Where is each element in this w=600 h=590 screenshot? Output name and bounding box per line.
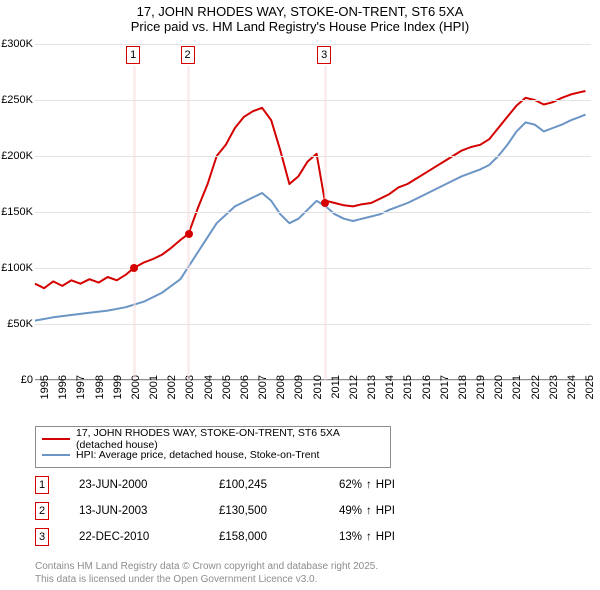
gridline	[35, 212, 591, 213]
event-suffix: HPI	[376, 505, 395, 517]
up-arrow-icon: 62%	[339, 479, 376, 491]
event-marker: 3	[35, 528, 49, 546]
x-tick-label: 2025	[584, 375, 596, 399]
x-tick-label: 2008	[275, 375, 287, 399]
y-tick-label: £150K	[0, 206, 33, 218]
legend-label: HPI: Average price, detached house, Stok…	[76, 449, 319, 461]
x-tick-label: 2013	[366, 375, 378, 399]
legend-swatch	[42, 454, 70, 456]
x-tick-label: 2011	[330, 375, 342, 399]
event-price: £130,500	[219, 505, 339, 517]
event-marker: 1	[35, 476, 49, 494]
event-pct: 13%HPI	[339, 531, 459, 543]
plot-area: £0£50K£100K£150K£200K£250K£300K199519961…	[35, 44, 591, 380]
x-tick-label: 2019	[475, 375, 487, 399]
x-tick-label: 1999	[112, 375, 124, 399]
marker-box: 3	[317, 46, 331, 64]
x-tick-label: 2001	[148, 375, 160, 399]
gridline	[35, 44, 591, 45]
event-date: 13-JUN-2003	[79, 505, 219, 517]
legend-label: 17, JOHN RHODES WAY, STOKE-ON-TRENT, ST6…	[76, 427, 384, 451]
x-tick-label: 2022	[530, 375, 542, 399]
event-price: £100,245	[219, 479, 339, 491]
event-date: 23-JUN-2000	[79, 479, 219, 491]
x-tick-label: 2006	[239, 375, 251, 399]
x-tick-label: 2009	[293, 375, 305, 399]
y-tick-label: £250K	[0, 94, 33, 106]
title-address: 17, JOHN RHODES WAY, STOKE-ON-TRENT, ST6…	[0, 4, 600, 19]
footer: Contains HM Land Registry data © Crown c…	[35, 561, 378, 586]
x-tick-label: 2016	[421, 375, 433, 399]
footer-line-1: Contains HM Land Registry data © Crown c…	[35, 561, 378, 574]
x-tick-label: 2015	[402, 375, 414, 399]
x-tick-label: 1995	[39, 375, 51, 399]
title-subtitle: Price paid vs. HM Land Registry's House …	[0, 19, 600, 34]
y-tick-label: £50K	[0, 318, 33, 330]
legend-swatch	[42, 438, 70, 440]
x-tick-label: 2023	[548, 375, 560, 399]
event-suffix: HPI	[376, 479, 395, 491]
up-arrow-icon: 49%	[339, 505, 376, 517]
x-tick-label: 2007	[257, 375, 269, 399]
x-tick-label: 2010	[312, 375, 324, 399]
chart-container: 17, JOHN RHODES WAY, STOKE-ON-TRENT, ST6…	[0, 0, 600, 590]
marker-box: 1	[126, 46, 140, 64]
gridline	[35, 100, 591, 101]
event-price: £158,000	[219, 531, 339, 543]
x-tick-label: 2012	[348, 375, 360, 399]
event-pct: 62%HPI	[339, 479, 459, 491]
marker-dot	[185, 230, 193, 238]
marker-band	[187, 66, 190, 380]
marker-dot	[130, 264, 138, 272]
x-tick-label: 1997	[75, 375, 87, 399]
x-tick-label: 2002	[166, 375, 178, 399]
event-pct: 49%HPI	[339, 505, 459, 517]
footer-line-2: This data is licensed under the Open Gov…	[35, 574, 378, 587]
x-tick-label: 2004	[203, 375, 215, 399]
x-tick-label: 2017	[439, 375, 451, 399]
x-tick-label: 2000	[130, 375, 142, 399]
up-arrow-icon: 13%	[339, 531, 376, 543]
gridline	[35, 156, 591, 157]
gridline	[35, 268, 591, 269]
event-date: 22-DEC-2010	[79, 531, 219, 543]
y-tick-label: £0	[0, 374, 33, 386]
series-line	[35, 115, 586, 321]
marker-band	[324, 66, 327, 380]
event-row: 2 13-JUN-2003£130,50049%HPI	[35, 498, 565, 524]
marker-box: 2	[181, 46, 195, 64]
marker-dot	[321, 199, 329, 207]
y-tick-label: £200K	[0, 150, 33, 162]
x-tick-label: 2005	[221, 375, 233, 399]
events-table: 123-JUN-2000£100,24562%HPI213-JUN-2003£1…	[35, 472, 565, 550]
event-marker: 2	[35, 502, 49, 520]
event-suffix: HPI	[376, 531, 395, 543]
x-tick-label: 2018	[457, 375, 469, 399]
y-tick-label: £100K	[0, 262, 33, 274]
y-tick-label: £300K	[0, 38, 33, 50]
title-block: 17, JOHN RHODES WAY, STOKE-ON-TRENT, ST6…	[0, 0, 600, 34]
event-row: 3 22-DEC-2010£158,00013%HPI	[35, 524, 565, 550]
x-tick-label: 2024	[566, 375, 578, 399]
legend: 17, JOHN RHODES WAY, STOKE-ON-TRENT, ST6…	[35, 426, 391, 468]
gridline	[35, 324, 591, 325]
marker-band	[133, 66, 136, 380]
event-row: 1 23-JUN-2000£100,24562%HPI	[35, 472, 565, 498]
x-tick-label: 2021	[511, 375, 523, 399]
x-tick-label: 2020	[493, 375, 505, 399]
x-tick-label: 1998	[94, 375, 106, 399]
x-tick-label: 2014	[384, 375, 396, 399]
x-tick-label: 1996	[57, 375, 69, 399]
legend-row: 17, JOHN RHODES WAY, STOKE-ON-TRENT, ST6…	[42, 431, 384, 447]
series-line	[35, 91, 586, 288]
